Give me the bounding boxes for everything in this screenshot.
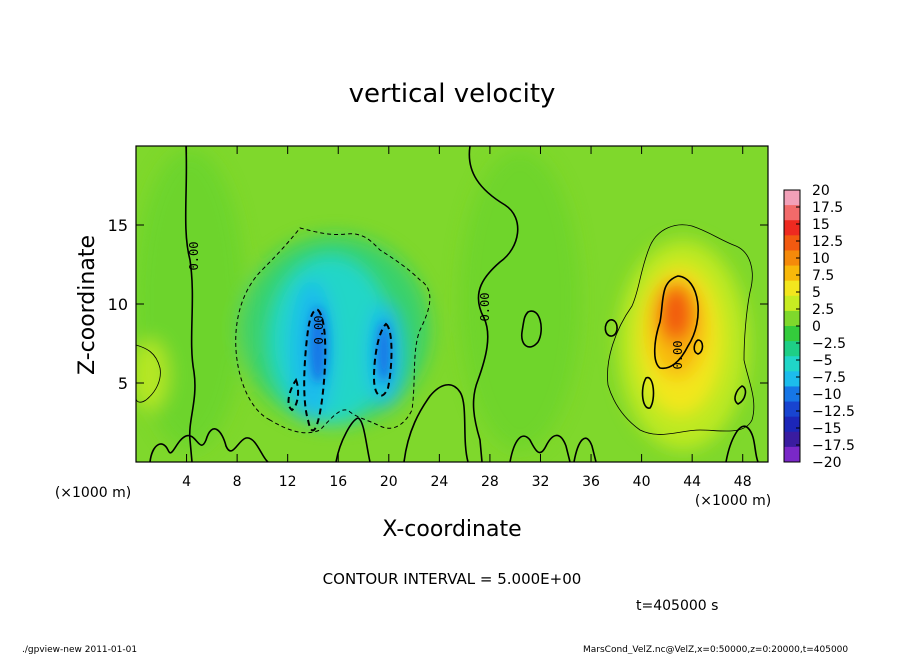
x-tick-label: 8 (233, 474, 242, 490)
colorbar-swatch (784, 235, 800, 251)
field-downdraft-a-core (309, 307, 327, 383)
x-tick-label: 40 (633, 474, 651, 490)
colorbar-swatch (784, 401, 800, 418)
neg-contour-core-c (287, 377, 300, 412)
field-green-mid (460, 150, 580, 450)
colorbar-swatch (784, 431, 800, 448)
neg-contour-core-b (372, 322, 393, 397)
x-tick-label: 28 (481, 474, 499, 490)
zero-contour-blob-2 (604, 319, 618, 337)
x-unit-label: (×1000 m) (695, 493, 771, 509)
colorbar-swatch (784, 310, 800, 327)
pos-contour-west (136, 344, 161, 403)
zero-contour-surface (149, 384, 759, 462)
x-tick-label: 24 (430, 474, 448, 490)
colorbar-label: 15 (812, 217, 830, 233)
y-tick-label: 15 (108, 216, 128, 235)
colorbar-swatch (784, 280, 800, 297)
chart-title: vertical velocity (349, 79, 556, 109)
colorbar-swatch (784, 371, 800, 387)
y-tick-label: 5 (118, 374, 128, 393)
zero-contour-updraft (653, 275, 699, 370)
zero-contour-blob-5 (693, 339, 704, 355)
neg-contour-outer (235, 227, 431, 434)
x-tick-label: 12 (279, 474, 297, 490)
zero-contour-mid (468, 146, 519, 462)
field-downdraft-b-core (377, 322, 391, 382)
positive-contours (136, 224, 755, 435)
colorbar-label: 10 (812, 251, 830, 267)
colorbar-swatch (784, 250, 800, 267)
colorbar-swatch (784, 386, 800, 403)
y-axis: 5 10 15 (108, 216, 768, 393)
x-tick-label: 32 (532, 474, 550, 490)
x-tick-label: 4 (182, 474, 191, 490)
field-updraft-core (658, 283, 694, 343)
x-axis-label: X-coordinate (382, 517, 521, 542)
x-tick-label: 36 (582, 474, 600, 490)
colorbar-label: −15 (812, 421, 842, 437)
colorbar-swatch (784, 265, 800, 282)
x-tick-label: 20 (380, 474, 398, 490)
pos-contour-updraft (607, 224, 755, 435)
y-axis-label: Z-coordinate (75, 235, 100, 375)
contour-label-downdraft: 0.00 (312, 316, 326, 345)
colorbar-swatch (784, 190, 800, 206)
contour-label-updraft: 0.00 (671, 341, 685, 370)
field-cores (309, 307, 391, 383)
colorbar-swatch (784, 295, 800, 312)
colorbar-label: −7.5 (812, 370, 846, 386)
footer-right: MarsCond_VelZ.nc@VelZ,x=0:50000,z=0:2000… (583, 645, 848, 654)
contour-lines (149, 146, 759, 462)
colorbar-label: 12.5 (812, 234, 843, 250)
colorbar-swatch (784, 205, 800, 221)
colorbar-label: 7.5 (812, 268, 834, 284)
zero-contour-west (184, 146, 196, 462)
plot-area: 0.00 0.00 0.00 0.00 (136, 146, 768, 462)
zero-contour-blob-3 (641, 377, 655, 409)
time-label: t=405000 s (636, 598, 718, 614)
colorbar-label: 0 (812, 319, 821, 335)
strong-negative-contours (287, 308, 393, 432)
colorbar-swatch (784, 220, 800, 236)
y-tick-label: 10 (108, 295, 128, 314)
colorbar-swatch (784, 341, 800, 357)
colorbar-label: 5 (812, 285, 821, 301)
x-tick-label: 44 (683, 474, 701, 490)
colorbar-swatch (784, 446, 800, 463)
colorbar-label: −5 (812, 353, 833, 369)
contour-label-west: 0.00 (187, 242, 201, 271)
x-tick-label: 48 (734, 474, 752, 490)
colorbar: 2017.51512.5107.552.50−2.5−5−7.5−10−12.5… (783, 183, 855, 471)
neg-contour-core-a (303, 308, 327, 432)
zero-contour-blob-4 (734, 385, 747, 405)
x-tick-label: 16 (329, 474, 347, 490)
contour-label-mid: 0.00 (478, 293, 492, 322)
x-axis: 4 8 12 16 20 24 28 32 36 40 44 48 (182, 146, 752, 490)
field-shading (136, 150, 748, 450)
colorbar-label: −17.5 (812, 438, 855, 454)
colorbar-label: 2.5 (812, 302, 834, 318)
y-unit-label: (×1000 m) (55, 485, 131, 501)
colorbar-label: −20 (812, 455, 842, 471)
negative-contours (235, 227, 431, 434)
zero-contour-blob-1 (520, 310, 542, 348)
colorbar-swatch (784, 326, 800, 342)
colorbar-label: −12.5 (812, 404, 855, 420)
field-weak-updraft-west (136, 340, 168, 410)
colorbar-label: 17.5 (812, 200, 843, 216)
contour-interval-text: CONTOUR INTERVAL = 5.000E+00 (323, 570, 582, 588)
colorbar-swatch (784, 416, 800, 433)
colorbar-label: −10 (812, 387, 842, 403)
colorbar-label: −2.5 (812, 336, 846, 352)
footer-left: ./gpview-new 2011-01-01 (22, 645, 137, 654)
colorbar-swatch (784, 356, 800, 372)
colorbar-label: 20 (812, 183, 830, 199)
